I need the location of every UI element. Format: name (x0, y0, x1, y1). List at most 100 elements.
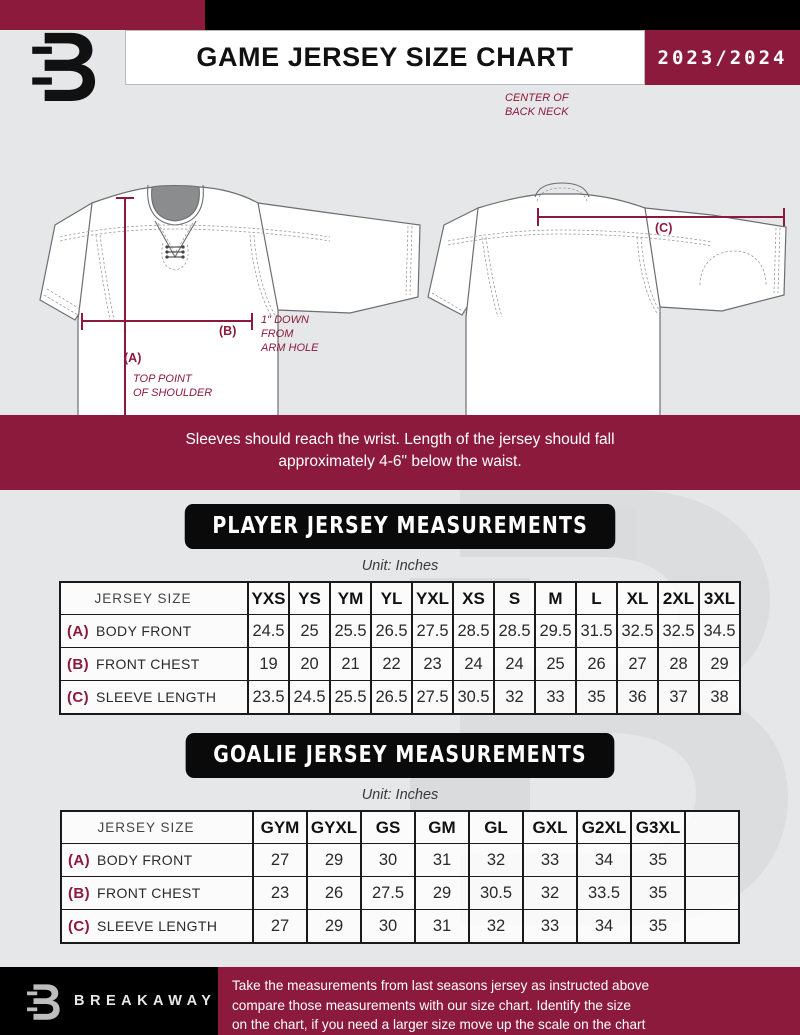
size-header-xl: XL (616, 580, 658, 616)
player-unit-label: Unit: Inches (361, 557, 439, 574)
size-header-g2xl: G2XL (576, 809, 631, 845)
table-cell: 29 (306, 843, 361, 878)
goalie-section-title: GOALIE JERSEY MEASUREMENTS (185, 732, 615, 778)
goalie-measurements-table: JERSEY SIZE GYM GYXL GS GM GL GXL G2XL G3XL (A) BO… (60, 809, 740, 944)
player-measurements-table: JERSEY SIZE YXS YS YM YL YXL XS S M L XL 2XL 3XL (A) B… (59, 580, 741, 715)
size-header-s: S (493, 580, 535, 616)
table-cell: 25.5 (329, 614, 371, 649)
table-cell: 31 (414, 909, 469, 944)
table-cell: 30.5 (452, 680, 494, 715)
table-cell: 32 (493, 680, 535, 715)
table-cell: 29 (698, 647, 741, 682)
table-cell: 32 (468, 843, 523, 878)
table-cell: 31 (414, 843, 469, 878)
table-cell: 27.5 (360, 876, 415, 911)
table-cell: 38 (698, 680, 741, 715)
row-label: (A) BODY FRONT (59, 614, 248, 649)
label-c-note-1: CENTER OF (505, 92, 570, 104)
size-header-gym: GYM (252, 809, 307, 845)
table-cell-empty (684, 843, 740, 878)
size-header-yl: YL (370, 580, 412, 616)
table-cell: 33 (522, 843, 577, 878)
label-a-note-1: TOP POINT (133, 373, 193, 385)
table-cell: 25 (534, 647, 576, 682)
size-header-gxl: GXL (522, 809, 577, 845)
size-header-m: M (534, 580, 576, 616)
row-label: (B) FRONT CHEST (59, 647, 248, 682)
table-cell: 19 (247, 647, 289, 682)
table-cell: 23.5 (247, 680, 289, 715)
front-jersey-illustration (39, 184, 421, 415)
table-cell: 34 (576, 909, 631, 944)
table-cell: 23 (411, 647, 453, 682)
title-plate: GAME JERSEY SIZE CHART (125, 30, 645, 85)
table-cell-empty (684, 876, 740, 911)
table-cell: 27.5 (411, 614, 453, 649)
size-header-3xl: 3XL (698, 580, 741, 616)
row-label: (B) FRONT CHEST (60, 876, 253, 911)
row-tag: (B) (68, 884, 91, 902)
table-cell: 29.5 (534, 614, 576, 649)
table-cell: 29 (306, 909, 361, 944)
row-tag: (B) (67, 655, 90, 673)
table-cell: 30.5 (468, 876, 523, 911)
table-cell: 28.5 (452, 614, 494, 649)
measure-line-b (81, 313, 253, 330)
row-tag: (C) (67, 688, 90, 706)
brand-logo (0, 30, 125, 101)
footer-line-3: on the chart, if you need a larger size … (232, 1017, 646, 1033)
table-cell: 33 (534, 680, 576, 715)
table-cell: 32 (468, 909, 523, 944)
size-header-xs: XS (452, 580, 494, 616)
size-header-2xl: 2XL (657, 580, 699, 616)
table-cell: 25 (288, 614, 330, 649)
label-a-tag: (A) (124, 351, 141, 365)
jersey-size-header: JERSEY SIZE (60, 809, 253, 845)
table-cell: 24.5 (247, 614, 289, 649)
table-row: (A) BODY FRONT 27 29 30 31 32 33 34 35 (60, 843, 740, 878)
measure-line-a (116, 197, 134, 415)
breakaway-b-logo-icon (31, 32, 95, 101)
table-cell: 34 (576, 843, 631, 878)
label-b-tag: (B) (219, 324, 236, 338)
table-cell: 27 (616, 647, 658, 682)
row-label-text: SLEEVE LENGTH (96, 688, 217, 705)
size-header-l: L (575, 580, 617, 616)
goalie-measurements-section: GOALIE JERSEY MEASUREMENTS Unit: Inches … (0, 715, 800, 944)
table-cell: 26 (306, 876, 361, 911)
table-cell: 33 (522, 909, 577, 944)
table-cell: 35 (575, 680, 617, 715)
season-badge: 2023/2024 (645, 30, 800, 85)
breakaway-b-logo-icon (27, 984, 60, 1020)
table-cell: 26.5 (370, 614, 412, 649)
label-b-note-2: FROM (261, 328, 294, 340)
size-header-gs: GS (360, 809, 415, 845)
table-cell: 24.5 (288, 680, 330, 715)
page-title: GAME JERSEY SIZE CHART (196, 42, 574, 72)
row-label: (C) SLEEVE LENGTH (60, 909, 253, 944)
top-accent-bar (0, 0, 800, 30)
table-row: (C) SLEEVE LENGTH 23.5 24.5 25.5 26.5 27.5 30.5… (59, 680, 741, 715)
table-cell: 27.5 (411, 680, 453, 715)
back-jersey-illustration (427, 182, 787, 415)
table-cell: 28.5 (493, 614, 535, 649)
size-header-g3xl: G3XL (630, 809, 685, 845)
table-row: (B) FRONT CHEST 23 26 27.5 29 30.5 32 33.5 35 (60, 876, 740, 911)
size-header-gm: GM (414, 809, 469, 845)
label-b-note-3: ARM HOLE (260, 342, 319, 354)
table-cell: 32 (522, 876, 577, 911)
footer-brand-name: BREAKAWAY (74, 993, 217, 1009)
size-header-ym: YM (329, 580, 371, 616)
jersey-size-header: JERSEY SIZE (59, 580, 248, 616)
table-cell: 34.5 (698, 614, 741, 649)
size-header-ys: YS (288, 580, 330, 616)
size-header-yxl: YXL (411, 580, 453, 616)
footer-instructions: Take the measurements from last seasons … (218, 967, 800, 1035)
size-header-empty (684, 809, 740, 845)
page-footer: BREAKAWAY Take the measurements from las… (0, 967, 800, 1035)
instruction-line-1: Sleeves should reach the wrist. Length o… (185, 431, 615, 448)
row-label-text: FRONT CHEST (96, 655, 200, 672)
table-cell: 35 (630, 843, 685, 878)
table-cell: 21 (329, 647, 371, 682)
row-label-text: SLEEVE LENGTH (97, 917, 218, 934)
